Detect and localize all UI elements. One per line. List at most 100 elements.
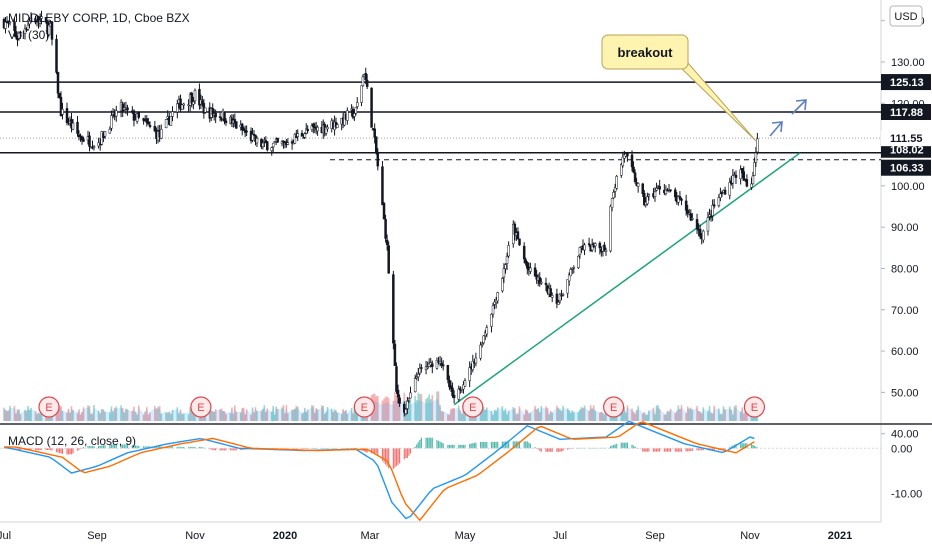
macd-histogram-bar [752, 444, 754, 449]
projection-arrows[interactable] [769, 99, 807, 137]
macd-histogram-bar [101, 445, 103, 449]
macd-histogram-bar [45, 448, 47, 451]
volume-series [3, 391, 759, 421]
volume-bar [330, 408, 333, 421]
macd-histogram-bar [160, 446, 162, 449]
macd-histogram-bar [58, 448, 61, 453]
macd-histogram-bar [388, 448, 390, 469]
candle-body [440, 362, 443, 366]
volume-bar [580, 407, 583, 421]
volume-bar [711, 413, 714, 421]
volume-bar [123, 412, 126, 421]
volume-bar [526, 410, 529, 421]
macd-tick-label: -10.00 [891, 488, 922, 500]
macd-histogram-bar [428, 437, 430, 449]
candle-body [137, 112, 141, 118]
volume-bar [222, 411, 224, 421]
macd-histogram-bar [326, 448, 329, 449]
candle-body [615, 176, 618, 189]
earnings-event-marker[interactable]: E [190, 396, 212, 418]
volume-bar [484, 409, 487, 421]
volume-bar [58, 405, 61, 421]
candle-body [316, 127, 319, 132]
candle-body [296, 133, 299, 137]
macd-histogram-bar [741, 443, 743, 449]
ascending-trendline[interactable] [453, 152, 801, 406]
macd-histogram-bar [439, 441, 441, 449]
currency-badge[interactable]: USD [889, 5, 923, 27]
volume-bar [545, 406, 547, 421]
volume-bar [674, 413, 677, 421]
macd-histogram-bar [528, 442, 530, 449]
earnings-event-marker[interactable]: E [743, 396, 766, 418]
macd-histogram-bar [755, 446, 757, 449]
candle-body [468, 367, 471, 381]
upward-arrow[interactable] [769, 121, 783, 137]
macd-histogram-bar [93, 446, 95, 449]
volume-bar [112, 411, 114, 421]
volume-bar [332, 412, 334, 421]
earnings-event-marker[interactable]: E [603, 396, 625, 418]
macd-histogram-bar [620, 442, 622, 449]
earnings-event-marker[interactable]: E [353, 396, 375, 418]
macd-histogram-bar [405, 448, 407, 459]
macd-histogram-bar [381, 448, 384, 461]
volume-bar [93, 405, 95, 421]
macd-histogram-bar [712, 448, 714, 451]
volume-bar [663, 414, 666, 421]
candle-body [620, 164, 623, 176]
macd-histogram-bar [451, 444, 454, 449]
volume-bar [657, 405, 659, 421]
trendline[interactable] [453, 152, 801, 406]
macd-histogram-bar [61, 448, 64, 454]
macd-histogram-bar [501, 441, 503, 449]
time-axis[interactable]: Jul Sep Nov 2020 Mar May Jul Sep Nov 2021 [0, 530, 852, 542]
level-price-tag-box [881, 104, 931, 121]
macd-histogram-bar [181, 446, 183, 449]
horizontal-levels[interactable] [0, 81, 881, 161]
volume-bar [414, 395, 416, 421]
candle-body [491, 305, 495, 315]
earnings-event-marker[interactable]: E [462, 396, 484, 418]
earnings-event-marker[interactable]: E [38, 396, 60, 418]
volume-bar [176, 407, 179, 421]
macd-histogram-bar [441, 442, 443, 449]
macd-histogram-bar [147, 446, 150, 449]
macd-histogram-bar [729, 447, 731, 449]
macd-histogram-bar [112, 444, 114, 449]
breakout-callout[interactable]: breakout [601, 34, 757, 142]
volume-bar [490, 410, 493, 421]
volume-bar [439, 405, 441, 421]
candle-body [382, 203, 386, 220]
candle-body [302, 137, 305, 140]
macd-histogram-bar [398, 448, 401, 464]
volume-bar [691, 409, 694, 421]
macd-histogram-bar [508, 441, 510, 449]
volume-bar [276, 408, 279, 421]
volume-bar [295, 405, 298, 421]
macd-histogram-bar [28, 448, 31, 451]
candle-body [61, 108, 64, 115]
candle-body [235, 121, 238, 129]
macd-histogram-bar [51, 448, 53, 451]
volume-bar [204, 413, 207, 421]
macd-histogram-bar [414, 446, 416, 449]
candle-series [2, 10, 759, 417]
volume-bar [110, 406, 113, 421]
volume-bar [431, 395, 434, 421]
macd-histogram-bar [192, 446, 194, 449]
macd-histogram-bar [559, 448, 561, 452]
macd-histogram-bar [322, 448, 324, 449]
volume-bar [121, 407, 124, 421]
upward-arrow[interactable] [791, 99, 807, 115]
candle-body [14, 31, 18, 38]
candle-body [507, 245, 510, 257]
macd-histogram-bar [183, 446, 185, 449]
candle-body [583, 244, 586, 251]
macd-histogram-bar [374, 448, 376, 454]
volume-bar [157, 406, 159, 421]
volume-bar [304, 407, 306, 421]
